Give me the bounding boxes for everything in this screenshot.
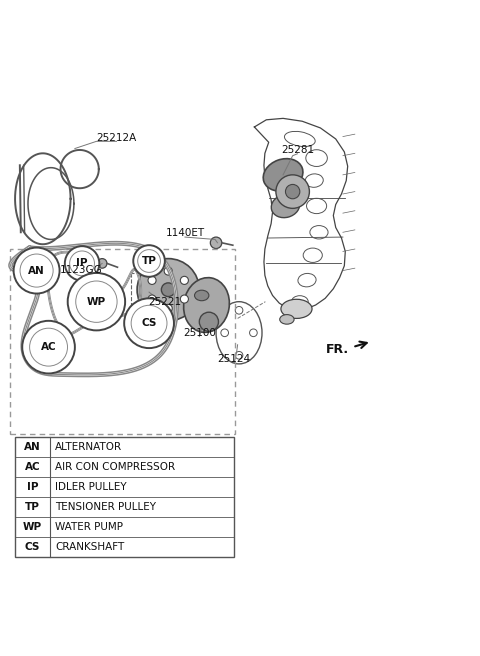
- Text: IDLER PULLEY: IDLER PULLEY: [55, 482, 127, 492]
- Text: 25100: 25100: [183, 328, 216, 338]
- Text: 25124: 25124: [218, 354, 251, 364]
- Text: TP: TP: [25, 502, 40, 512]
- Circle shape: [124, 298, 174, 348]
- Ellipse shape: [281, 299, 312, 318]
- Circle shape: [65, 246, 99, 281]
- Circle shape: [20, 254, 53, 287]
- Text: CRANKSHAFT: CRANKSHAFT: [55, 542, 124, 552]
- Text: WATER PUMP: WATER PUMP: [55, 522, 123, 532]
- Text: TP: TP: [142, 256, 156, 266]
- Text: AN: AN: [24, 442, 41, 452]
- Circle shape: [164, 304, 172, 312]
- Text: 25281: 25281: [281, 145, 314, 155]
- Circle shape: [137, 258, 199, 321]
- Text: CS: CS: [24, 542, 40, 552]
- Ellipse shape: [263, 159, 303, 191]
- Circle shape: [131, 305, 167, 341]
- Text: IP: IP: [26, 482, 38, 492]
- Circle shape: [13, 247, 60, 293]
- Text: ALTERNATOR: ALTERNATOR: [55, 442, 122, 452]
- Text: 1140ET: 1140ET: [166, 228, 204, 238]
- Circle shape: [250, 329, 257, 337]
- Text: FR.: FR.: [326, 343, 349, 356]
- Ellipse shape: [216, 302, 262, 364]
- Text: 25212A: 25212A: [96, 133, 137, 142]
- Text: TENSIONER PULLEY: TENSIONER PULLEY: [55, 502, 156, 512]
- Ellipse shape: [271, 194, 300, 218]
- Circle shape: [22, 321, 75, 373]
- Circle shape: [97, 258, 107, 268]
- Text: AIR CON COMPRESSOR: AIR CON COMPRESSOR: [55, 462, 175, 472]
- Circle shape: [148, 276, 156, 285]
- Text: AC: AC: [24, 462, 40, 472]
- Ellipse shape: [184, 277, 229, 333]
- Circle shape: [70, 251, 95, 276]
- Circle shape: [276, 175, 310, 209]
- Circle shape: [68, 273, 125, 331]
- Ellipse shape: [199, 312, 218, 331]
- Circle shape: [235, 306, 243, 314]
- Circle shape: [180, 276, 189, 285]
- Text: WP: WP: [87, 297, 106, 306]
- Text: WP: WP: [23, 522, 42, 532]
- Text: 25221: 25221: [148, 297, 181, 306]
- Circle shape: [161, 283, 175, 297]
- Text: CS: CS: [142, 318, 157, 328]
- Text: IP: IP: [76, 258, 88, 268]
- Ellipse shape: [280, 315, 294, 324]
- Text: AN: AN: [28, 266, 45, 276]
- Circle shape: [164, 267, 172, 275]
- Circle shape: [286, 184, 300, 199]
- Circle shape: [235, 352, 243, 359]
- Circle shape: [76, 281, 117, 322]
- Text: AC: AC: [41, 342, 56, 352]
- Circle shape: [210, 237, 222, 249]
- Circle shape: [180, 295, 189, 303]
- Circle shape: [148, 295, 156, 303]
- Circle shape: [221, 329, 228, 337]
- Text: 1123GG: 1123GG: [60, 264, 102, 275]
- Ellipse shape: [194, 290, 209, 300]
- Circle shape: [30, 328, 68, 366]
- Circle shape: [138, 250, 160, 272]
- Circle shape: [133, 245, 165, 277]
